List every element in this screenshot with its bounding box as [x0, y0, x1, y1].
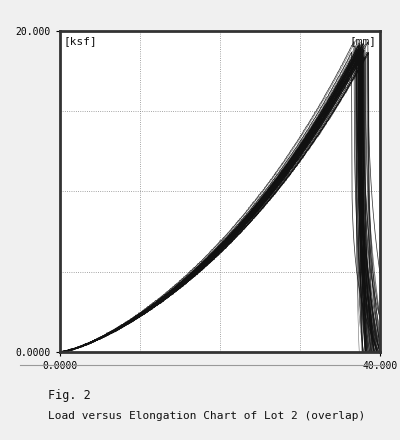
Text: Load versus Elongation Chart of Lot 2 (overlap): Load versus Elongation Chart of Lot 2 (o…: [48, 411, 365, 422]
Text: [mm]: [mm]: [350, 36, 377, 46]
Text: [ksf]: [ksf]: [63, 36, 97, 46]
Text: Fig. 2: Fig. 2: [48, 389, 91, 403]
